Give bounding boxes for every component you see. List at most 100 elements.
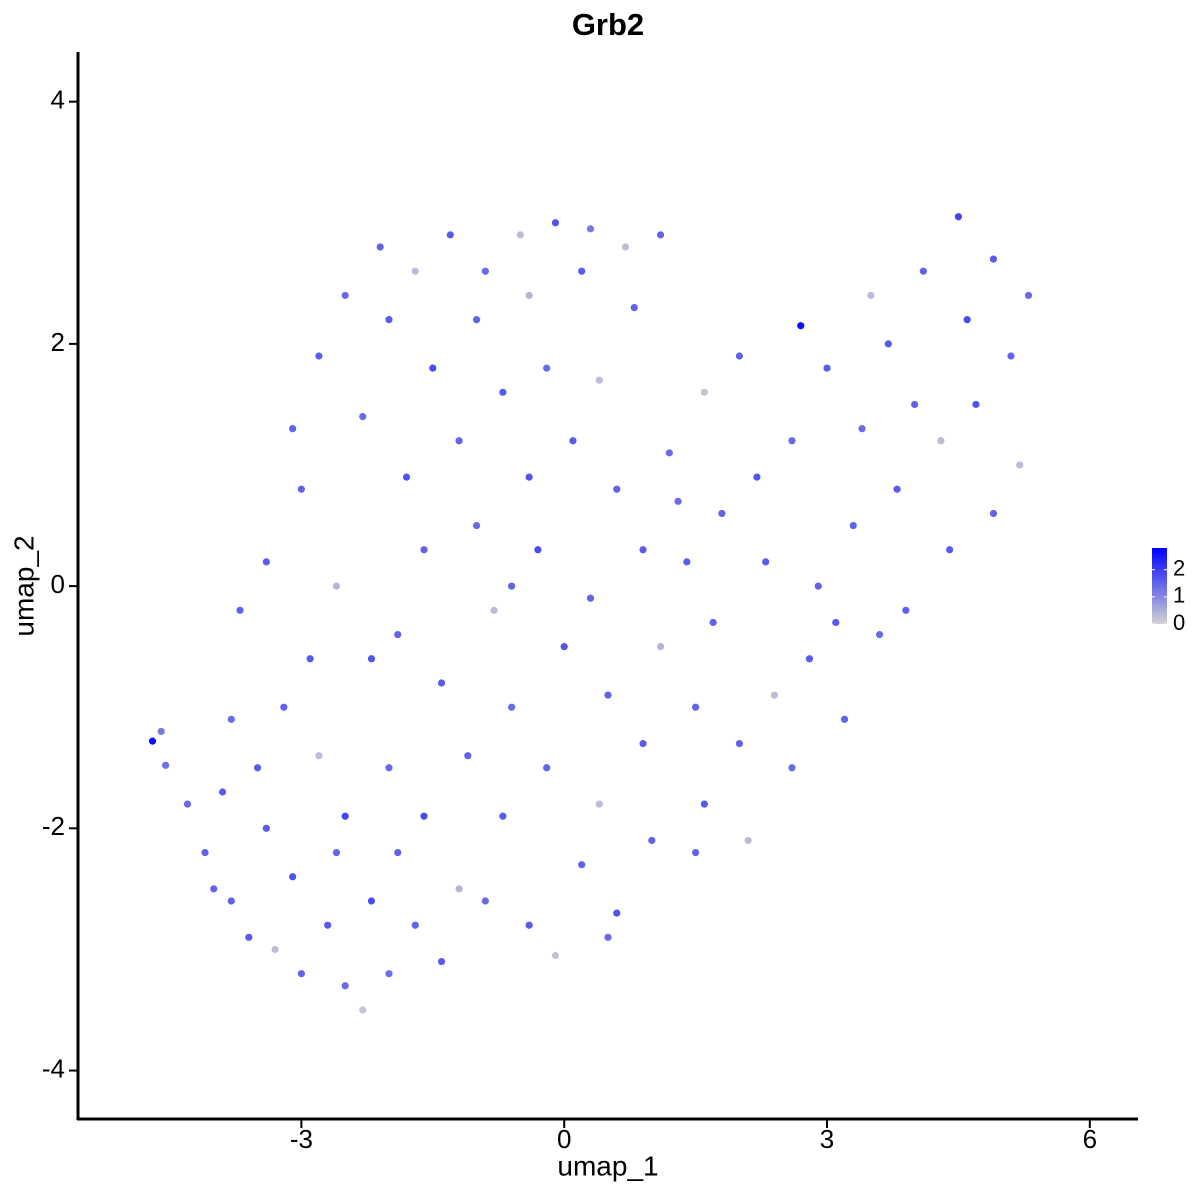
point (875, 630, 884, 639)
point (376, 243, 384, 251)
point (797, 322, 805, 330)
point (578, 267, 586, 275)
point (464, 752, 472, 760)
y-tick-label: 2 (51, 327, 65, 357)
point (744, 836, 752, 845)
point (481, 897, 489, 905)
point (656, 231, 665, 239)
point (455, 885, 463, 893)
point (683, 558, 691, 566)
point (359, 1006, 367, 1014)
point (402, 473, 411, 481)
point (963, 316, 971, 324)
y-tick-label: 4 (51, 85, 65, 115)
point (893, 485, 901, 493)
point (420, 812, 428, 820)
point (595, 376, 603, 384)
point (359, 412, 367, 421)
point (201, 848, 209, 857)
point (525, 473, 533, 481)
point (1016, 461, 1024, 469)
point (429, 364, 437, 372)
point (306, 655, 314, 663)
point (551, 219, 560, 227)
point (157, 727, 165, 736)
point (341, 982, 349, 990)
point (394, 848, 402, 857)
point (262, 558, 270, 566)
point (674, 497, 682, 505)
point (324, 921, 332, 929)
point (367, 897, 376, 905)
point (919, 267, 927, 275)
point (586, 225, 595, 233)
point (560, 643, 568, 651)
point (989, 255, 998, 263)
point (543, 364, 551, 372)
point (253, 764, 262, 772)
point (788, 764, 796, 772)
point (656, 643, 665, 651)
point (770, 691, 779, 699)
point (630, 303, 638, 312)
point (639, 739, 647, 748)
point (1024, 291, 1033, 300)
point (692, 848, 700, 857)
point (245, 933, 253, 941)
point (385, 970, 393, 978)
x-tick-label: 0 (557, 1124, 571, 1154)
point (735, 352, 744, 360)
point (525, 921, 533, 929)
point (937, 437, 945, 445)
point (218, 788, 227, 796)
color-tick-label: 2 (1173, 556, 1185, 581)
point (297, 970, 305, 978)
x-tick-label: 3 (820, 1124, 834, 1154)
point (455, 437, 463, 445)
point (613, 909, 621, 917)
point (210, 885, 218, 893)
point (840, 715, 849, 723)
x-tick-label: 6 (1083, 1124, 1097, 1154)
point (639, 546, 647, 554)
point (280, 703, 288, 711)
point (569, 437, 577, 445)
x-tick-label: -3 (290, 1124, 313, 1154)
point (437, 957, 446, 966)
point (578, 861, 586, 869)
point (954, 213, 963, 221)
point (472, 316, 481, 324)
point (394, 630, 402, 639)
y-axis-label: umap_2 (8, 535, 39, 636)
point (289, 425, 297, 433)
point (508, 703, 516, 711)
point (411, 921, 419, 929)
point (946, 546, 954, 554)
point (604, 933, 612, 941)
point (262, 824, 270, 832)
point (753, 473, 761, 481)
point (525, 291, 533, 300)
point (911, 400, 919, 409)
point (332, 848, 341, 857)
point (1007, 352, 1015, 360)
point (472, 521, 481, 530)
point (490, 606, 498, 614)
color-tick-label: 1 (1173, 583, 1185, 608)
point (700, 800, 708, 808)
point (735, 739, 744, 748)
point (385, 316, 393, 324)
point (648, 836, 656, 845)
point (762, 558, 770, 566)
point (604, 691, 612, 699)
point (437, 679, 446, 687)
point (972, 400, 980, 409)
point (814, 582, 822, 590)
point (508, 582, 516, 590)
point (823, 364, 831, 372)
point (411, 267, 419, 275)
point (420, 546, 428, 554)
point (516, 231, 524, 239)
point (621, 243, 630, 251)
point (805, 655, 814, 663)
